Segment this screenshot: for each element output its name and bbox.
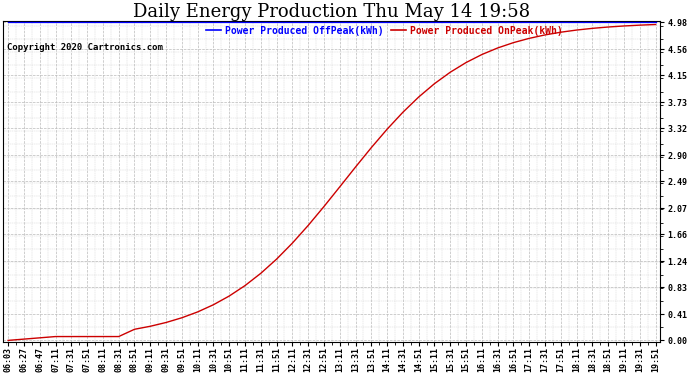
Legend: Power Produced OffPeak(kWh), Power Produced OnPeak(kWh): Power Produced OffPeak(kWh), Power Produ… xyxy=(206,26,562,36)
Title: Daily Energy Production Thu May 14 19:58: Daily Energy Production Thu May 14 19:58 xyxy=(133,3,531,21)
Text: Copyright 2020 Cartronics.com: Copyright 2020 Cartronics.com xyxy=(7,44,163,52)
